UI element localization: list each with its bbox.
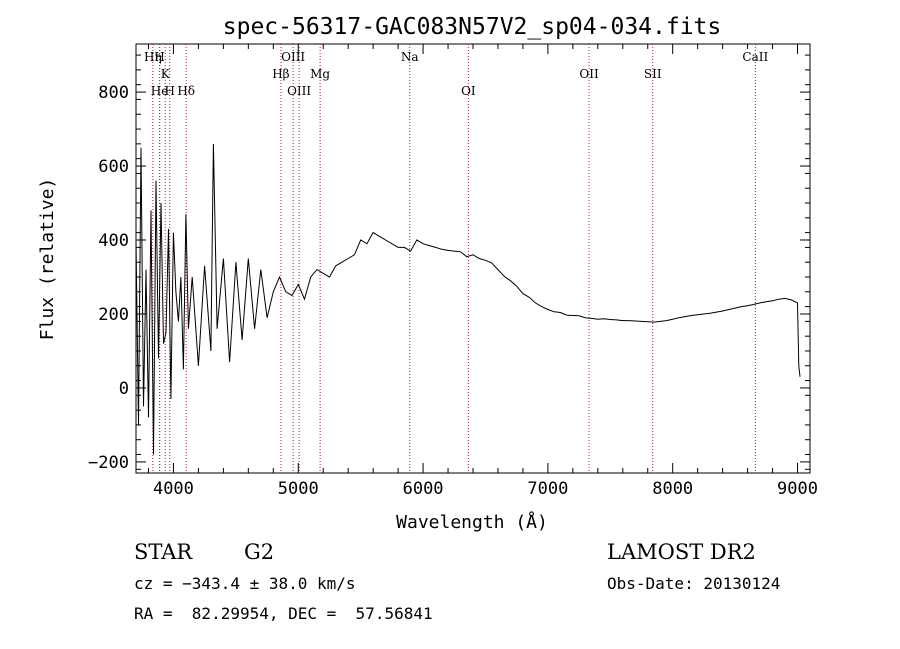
y-tick-label: 200 <box>98 305 129 325</box>
y-axis-label: Flux (relative) <box>37 178 58 341</box>
chart-title: spec-56317-GAC083N57V2_sp04-034.fits <box>223 14 722 40</box>
x-tick-label: 7000 <box>527 479 568 499</box>
y-tick-label: 0 <box>119 379 129 399</box>
y-tick-label: −200 <box>88 453 129 473</box>
survey-name: LAMOST DR2 <box>607 540 756 564</box>
axis-ticks <box>136 44 810 473</box>
x-tick-label: 9000 <box>777 479 818 499</box>
axis-tick-labels: 4000 5000 6000 7000 8000 9000 −200 0 200 400 600 80… <box>88 83 818 499</box>
x-tick-label: 4000 <box>153 479 194 499</box>
object-subclass: G2 <box>244 540 275 564</box>
y-tick-label: 800 <box>98 83 129 103</box>
spectral-line-label: OI <box>461 84 476 98</box>
spectral-line-label: OIII <box>281 50 305 64</box>
spectral-line-label: Hβ <box>272 67 289 81</box>
x-tick-label: 8000 <box>652 479 693 499</box>
object-class: STAR <box>134 540 193 564</box>
spectral-line-label: He <box>151 84 169 98</box>
spectral-line-label: Hη <box>144 50 162 64</box>
spectral-line-label: Na <box>401 50 419 64</box>
spectral-line-label: Mg <box>310 67 330 81</box>
redshift-velocity: cz = −343.4 ± 38.0 km/s <box>134 574 356 593</box>
y-tick-label: 600 <box>98 157 129 177</box>
spectral-line-label: OIII <box>287 84 311 98</box>
x-tick-label: 6000 <box>403 479 444 499</box>
spectral-line-label: K <box>161 67 171 81</box>
spectrum-series-line <box>135 143 801 455</box>
spectral-line-label: SII <box>644 67 662 81</box>
spectral-line-label: OII <box>579 67 599 81</box>
sky-coordinates: RA = 82.29954, DEC = 57.56841 <box>134 604 433 623</box>
x-axis-label: Wavelength (Å) <box>396 511 548 533</box>
spectral-line-markers <box>152 44 756 473</box>
spectral-line-label: Hδ <box>177 84 195 98</box>
spectral-line-label: H <box>164 84 174 98</box>
spectral-line-label: CaII <box>742 50 768 64</box>
plot-frame <box>135 43 811 474</box>
y-tick-label: 400 <box>98 231 129 251</box>
x-tick-label: 5000 <box>278 479 319 499</box>
spectral-line-label: H <box>154 50 164 64</box>
observation-date: Obs-Date: 20130124 <box>607 574 781 593</box>
